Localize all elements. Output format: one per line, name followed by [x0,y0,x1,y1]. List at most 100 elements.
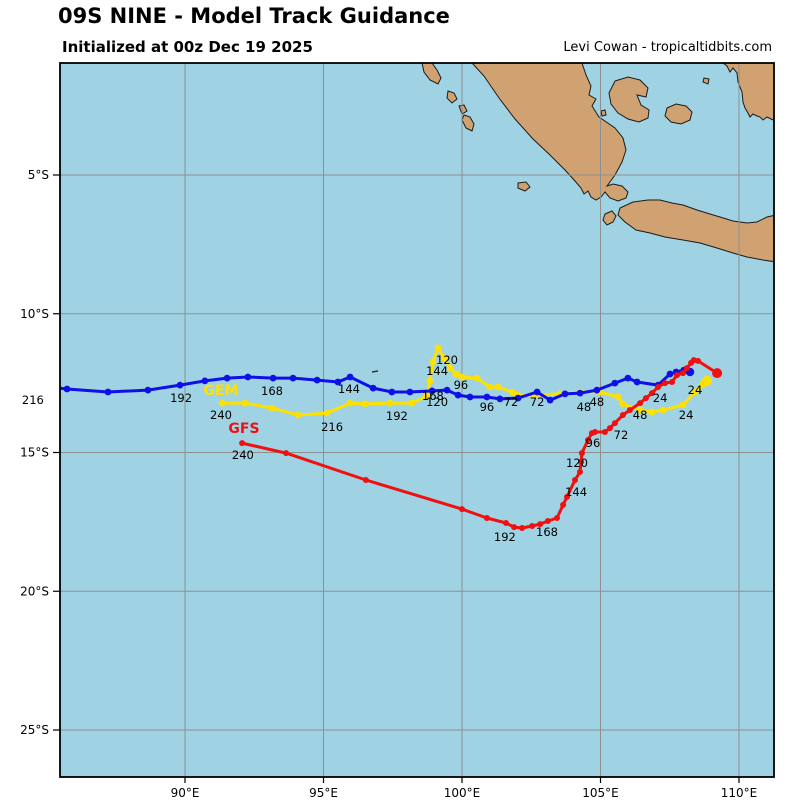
track-point-gem [679,401,687,409]
track-point-blue-model [633,378,641,386]
track-point-gfs [239,440,246,447]
lon-tick-label: 105°E [582,786,619,800]
track-point-blue-model [63,385,71,393]
hour-label-blue-model-120: 120 [426,395,448,409]
track-point-gem [241,399,249,407]
track-point-gfs [578,458,585,465]
credit-text: Levi Cowan - tropicaltidbits.com [563,40,772,55]
lon-tick-label: 110°E [721,786,758,800]
islet-mark-cocos-islands [371,370,379,373]
track-point-gem [268,404,276,412]
track-point-blue-model [611,379,619,387]
hour-label-gem-24: 24 [679,408,694,422]
hour-label-gfs-144: 144 [565,485,587,499]
plot-border [59,62,775,778]
lon-tick-label: 100°E [444,786,481,800]
track-point-gfs [637,400,644,407]
track-point-gfs [519,525,526,531]
track-point-blue-model [144,386,152,394]
island-panaitan [602,210,617,226]
track-point-gem [648,408,656,416]
hour-label-gfs-168: 168 [536,525,558,539]
track-point-gfs [572,477,578,483]
track-point-blue-model [313,376,321,384]
hour-label-gem-144: 144 [426,364,448,378]
track-point-gem [691,388,699,396]
track-point-gem [294,411,302,419]
lat-tick-label: 25°S [20,723,49,737]
track-point-blue-model [483,393,491,401]
track-point-gfs [642,395,649,402]
track-point-blue-model [244,373,252,381]
track-point-gfs [544,518,551,524]
lon-tick-label: 90°E [171,786,200,800]
island-bangka [608,76,650,123]
track-point-gem [452,370,460,378]
track-point-blue-model [346,373,354,381]
track-point-blue-model [176,381,184,389]
track-point-gem [508,388,516,396]
hour-label-gem-48: 48 [590,395,605,409]
track-point-gfs [606,425,613,432]
track-point-gfs [669,379,675,385]
track-point-gfs [585,437,591,443]
hour-label-gfs-192: 192 [494,530,516,544]
island-karimata [702,77,710,85]
track-point-blue-model [406,388,414,396]
hour-label-gem-168: 168 [422,389,444,403]
track-point-gfs [529,523,536,529]
track-point-blue-model [269,374,277,382]
track-point-blue-model [546,396,554,404]
island-bangka-islet [600,109,607,117]
track-point-blue-model [593,386,601,394]
track-point-blue-model [533,388,541,396]
track-point-gfs [712,368,723,379]
track-point-gfs [683,365,690,372]
track-point-gem [619,400,627,408]
track-point-gem [659,406,667,414]
track-point-gfs [483,515,490,521]
track-point-gem [701,375,712,386]
lat-tick-label: 15°S [20,446,49,460]
island-mentawai-2 [446,90,458,104]
track-point-gem [386,399,394,407]
track-point-blue-model [428,387,436,395]
hour-label-blue-model-72: 72 [530,395,545,409]
track-point-blue-model [289,374,297,382]
track-point-blue-model [666,370,674,378]
track-point-blue-model [223,374,231,382]
island-sumatra [471,63,629,202]
hour-label-blue-model-144: 144 [338,382,360,396]
hour-label-gfs-72: 72 [614,428,629,442]
track-point-gfs [560,501,567,508]
hour-label-gfs-48: 48 [633,408,648,422]
track-point-gfs [655,384,662,390]
lon-tick-label: 95°E [309,786,338,800]
track-point-gfs [662,380,668,387]
init-time-subtitle: Initialized at 00z Dec 19 2025 [62,38,313,56]
track-point-gem [429,358,437,366]
track-point-gem [458,373,466,381]
track-point-gfs [601,429,608,435]
track-point-gfs [649,390,655,397]
track-point-gfs [564,493,570,500]
model-label-gfs: GFS [228,421,259,437]
track-point-gfs [578,450,585,457]
lat-tick-label: 20°S [20,584,49,598]
track-point-blue-model [514,394,522,402]
track-point-blue-model [443,386,451,394]
hour-label-gem-240: 240 [210,408,232,422]
track-point-blue-model [576,389,584,397]
track-point-blue-model [104,388,112,396]
track-point-gem [423,392,431,400]
track-point-gfs [503,520,509,526]
track-point-gem [408,399,416,407]
hour-label-gem-120: 120 [436,353,458,367]
hour-label-blue-model-24: 24 [653,391,668,405]
track-point-gfs [611,420,618,427]
hour-label-blue-model-168: 168 [261,384,283,398]
hour-label-gfs-240: 240 [232,448,254,462]
track-point-blue-model [561,390,569,398]
track-point-gfs [695,357,701,364]
track-point-gem [614,393,622,401]
